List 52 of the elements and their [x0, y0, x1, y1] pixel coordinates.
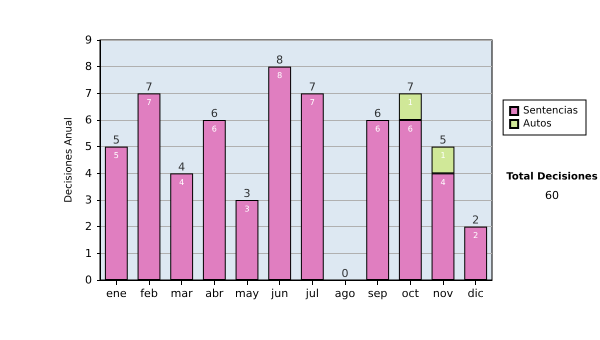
- x-tick-label: dic: [468, 287, 484, 300]
- data-label: 2: [473, 231, 478, 240]
- x-tick-label: jul: [304, 287, 319, 300]
- data-label: 8: [277, 71, 282, 80]
- y-axis-title: Decisiones Anual: [64, 117, 75, 203]
- x-tick-label: ene: [106, 287, 127, 300]
- data-label: 4: [440, 178, 446, 187]
- text: 60: [545, 189, 559, 202]
- x-tick-label: oct: [402, 287, 420, 300]
- y-tick-label: 5: [85, 140, 92, 154]
- y-tick-label: 1: [85, 246, 92, 260]
- x-tick-label: ago: [334, 287, 356, 300]
- y-tick-label: 7: [85, 86, 92, 100]
- data-label: 7: [310, 98, 315, 107]
- legend-label: Autos: [523, 118, 552, 130]
- x-tick-label: sep: [368, 287, 388, 300]
- y-tick-label: 9: [85, 34, 92, 46]
- total-label: 5: [112, 134, 120, 147]
- total-label: 6: [374, 107, 382, 120]
- data-label: 1: [408, 98, 413, 107]
- data-label: 6: [408, 124, 413, 134]
- total-label: 7: [406, 80, 414, 94]
- data-label: 6: [375, 124, 380, 134]
- total-label: 3: [244, 187, 250, 200]
- total-label: 0: [342, 267, 348, 280]
- x-tick-label: abr: [205, 287, 224, 300]
- data-label: 1: [440, 151, 446, 160]
- data-label: 7: [146, 98, 152, 107]
- text: Total Decisiones: [506, 172, 598, 182]
- x-tick-label: feb: [140, 287, 158, 300]
- x-tick-label: may: [235, 287, 260, 300]
- data-label: 3: [244, 204, 250, 214]
- y-tick-label: 4: [85, 166, 92, 180]
- data-label: 6: [212, 124, 217, 134]
- total-label: 4: [178, 160, 186, 174]
- y-tick-label: 3: [85, 194, 92, 206]
- legend-label: Sentencias: [523, 106, 578, 116]
- total-label: 8: [276, 54, 284, 67]
- x-tick-label: mar: [170, 287, 194, 300]
- total-label: 6: [210, 107, 218, 120]
- data-label: 5: [114, 151, 119, 160]
- x-tick-label: nov: [432, 287, 454, 300]
- y-tick-label: 2: [85, 220, 92, 234]
- y-tick-label: 0: [85, 274, 92, 286]
- total-label: 2: [472, 214, 480, 227]
- total-label: 7: [146, 80, 152, 94]
- y-tick-label: 8: [85, 60, 92, 74]
- y-tick-label: 6: [85, 114, 92, 126]
- total-label: 7: [308, 80, 316, 94]
- data-label: 4: [179, 178, 184, 187]
- x-tick-label: jun: [270, 287, 288, 300]
- total-label: 5: [440, 134, 446, 147]
